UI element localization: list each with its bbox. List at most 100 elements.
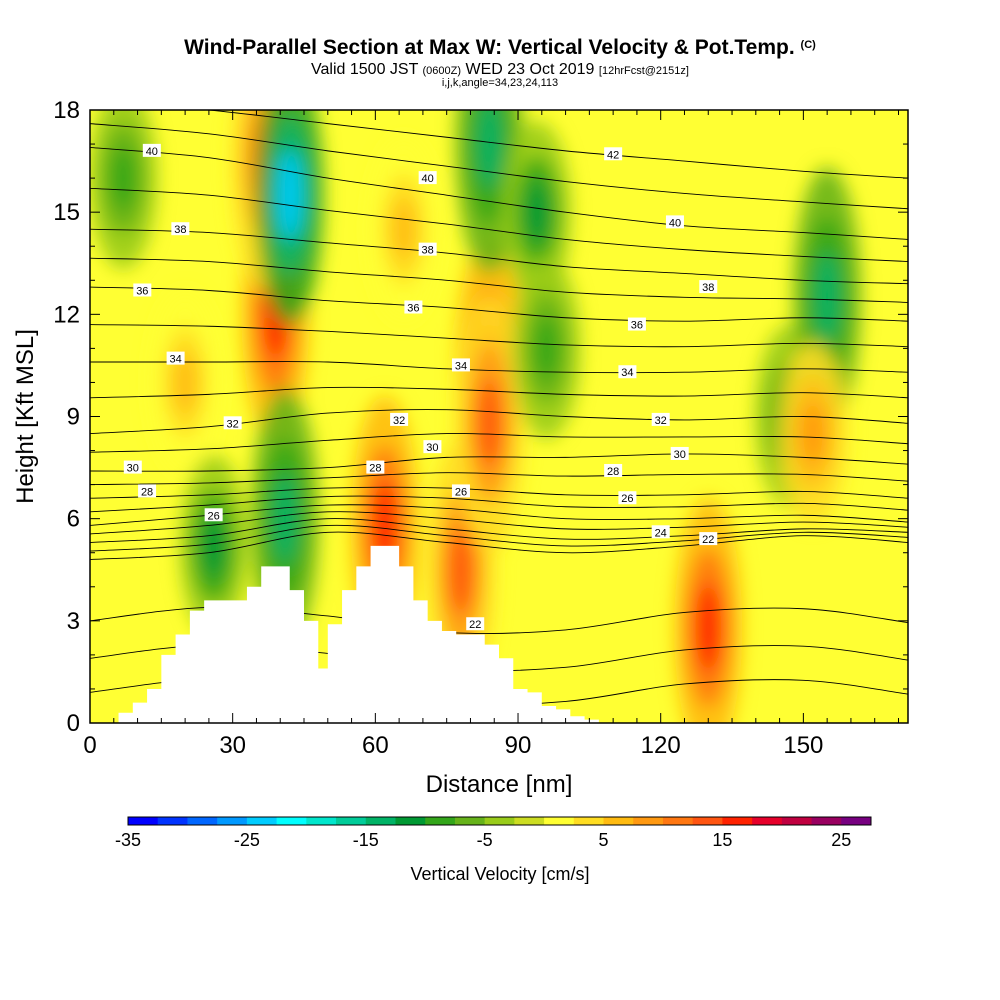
- colorbar-swatch: [514, 817, 545, 825]
- contour-label-box: [699, 532, 718, 546]
- y-axis-label: Height [Kft MSL]: [12, 329, 39, 504]
- colorbar-tick-label: -5: [477, 830, 493, 850]
- x-tick-label: 30: [219, 732, 246, 759]
- contour-label: 38: [174, 224, 186, 236]
- colorbar-swatch: [662, 817, 694, 825]
- colorbar-tick-label: 5: [599, 830, 609, 850]
- theta-line-minor: [90, 495, 908, 513]
- contour-label-box: [171, 222, 190, 236]
- contour-label-box: [418, 242, 437, 256]
- valid-date: WED 23 Oct 2019: [465, 61, 595, 78]
- velocity-blob: [476, 378, 503, 469]
- contour-label: 32: [227, 418, 239, 430]
- contour-label: 34: [455, 360, 467, 372]
- contour-label: 32: [393, 415, 405, 427]
- theta-line-minor: [90, 257, 908, 303]
- colorbar-swatch: [603, 817, 634, 825]
- theta-line-minor: [90, 123, 908, 210]
- chart-title: Wind-Parallel Section at Max W: Vertical…: [0, 36, 1000, 60]
- colorbar-swatch: [692, 817, 723, 825]
- colorbar-swatch: [395, 817, 426, 825]
- colorbar-swatch: [573, 817, 605, 825]
- x-axis-label: Distance [nm]: [426, 771, 573, 798]
- colorbar-swatch: [425, 817, 456, 825]
- colorbar-swatch: [157, 817, 188, 825]
- contour-label: 40: [669, 217, 681, 229]
- contour-label: 36: [136, 285, 148, 297]
- contour-label: 32: [655, 415, 667, 427]
- velocity-blob: [172, 350, 199, 414]
- colorbar-swatch: [276, 817, 307, 825]
- contour-label-box: [699, 280, 718, 294]
- x-tick-label: 90: [505, 732, 532, 759]
- theta-line-30: [90, 453, 908, 472]
- contour-label-box: [138, 484, 157, 498]
- theta-line-22: [90, 531, 908, 560]
- colorbar-swatch: [306, 817, 337, 825]
- contour-label-box: [204, 508, 223, 522]
- contour-label: 38: [422, 245, 434, 257]
- theta-line-32: [90, 409, 908, 434]
- contour-label-box: [651, 412, 670, 426]
- contour-label-box: [423, 440, 442, 454]
- theta-line-36: [90, 286, 908, 322]
- contour-label-box: [604, 463, 623, 477]
- theta-contours: [90, 110, 908, 706]
- contour-label: 26: [208, 510, 220, 522]
- contour-label: 22: [469, 619, 481, 631]
- theta-line-minor: [90, 187, 908, 262]
- velocity-blob: [524, 180, 551, 244]
- contour-label: 30: [674, 449, 686, 461]
- colorbar-tick-label: 15: [712, 830, 732, 850]
- y-tick-label: 18: [53, 97, 80, 124]
- x-tick-label: 0: [83, 732, 96, 759]
- colorbar-swatch: [811, 817, 842, 825]
- x-tick-label: 150: [783, 732, 823, 759]
- contour-label-box: [670, 446, 689, 460]
- chart-subtitle: Valid 1500 JST (0600Z) WED 23 Oct 2019 […: [0, 61, 1000, 79]
- velocity-blob: [447, 524, 474, 615]
- colorbar-swatch: [781, 817, 813, 825]
- colorbar-swatch: [633, 817, 664, 825]
- colorbar-tick-label: 25: [831, 830, 851, 850]
- velocity-blob: [276, 150, 303, 241]
- contour-label: 42: [607, 149, 619, 161]
- contour-label-box: [390, 412, 409, 426]
- velocity-blob: [271, 473, 298, 564]
- x-tick-label: 60: [362, 732, 389, 759]
- contour-label: 34: [169, 354, 181, 366]
- contour-label: 26: [621, 493, 633, 505]
- colorbar-swatch: [128, 817, 159, 825]
- contour-label: 30: [426, 442, 438, 454]
- y-tick-label: 0: [67, 710, 80, 737]
- contour-label-box: [123, 460, 142, 474]
- contour-label-box: [223, 416, 242, 430]
- theta-line-minor: [90, 386, 908, 399]
- colorbar-swatch: [484, 817, 515, 825]
- colorbar-swatch: [365, 817, 396, 825]
- contour-label-box: [665, 215, 684, 229]
- velocity-blob: [476, 110, 503, 190]
- contour-label: 22: [702, 534, 714, 546]
- valid-time: Valid 1500 JST: [311, 61, 419, 78]
- copyright-mark: (C): [800, 39, 816, 51]
- velocity-blob: [799, 402, 826, 466]
- contour-label-box: [133, 283, 152, 297]
- contour-label-box: [604, 147, 623, 161]
- terrain-mask: [90, 545, 614, 723]
- theta-line-minor: [90, 433, 908, 453]
- velocity-blob: [533, 316, 560, 380]
- contour-label-box: [618, 491, 637, 505]
- contour-label-box: [618, 365, 637, 379]
- valid-utc: (0600Z): [422, 65, 462, 77]
- theta-line-minor: [90, 524, 908, 552]
- colorbar: -35 -25 -15 -5 5 15 25: [115, 816, 872, 850]
- contour-label: 36: [631, 320, 643, 332]
- colorbar-tick-label: -15: [353, 830, 379, 850]
- title-text: Wind-Parallel Section at Max W: Vertical…: [184, 36, 795, 59]
- colorbar-swatch: [246, 817, 278, 825]
- y-tick-label: 12: [53, 301, 80, 328]
- contour-label: 36: [407, 303, 419, 315]
